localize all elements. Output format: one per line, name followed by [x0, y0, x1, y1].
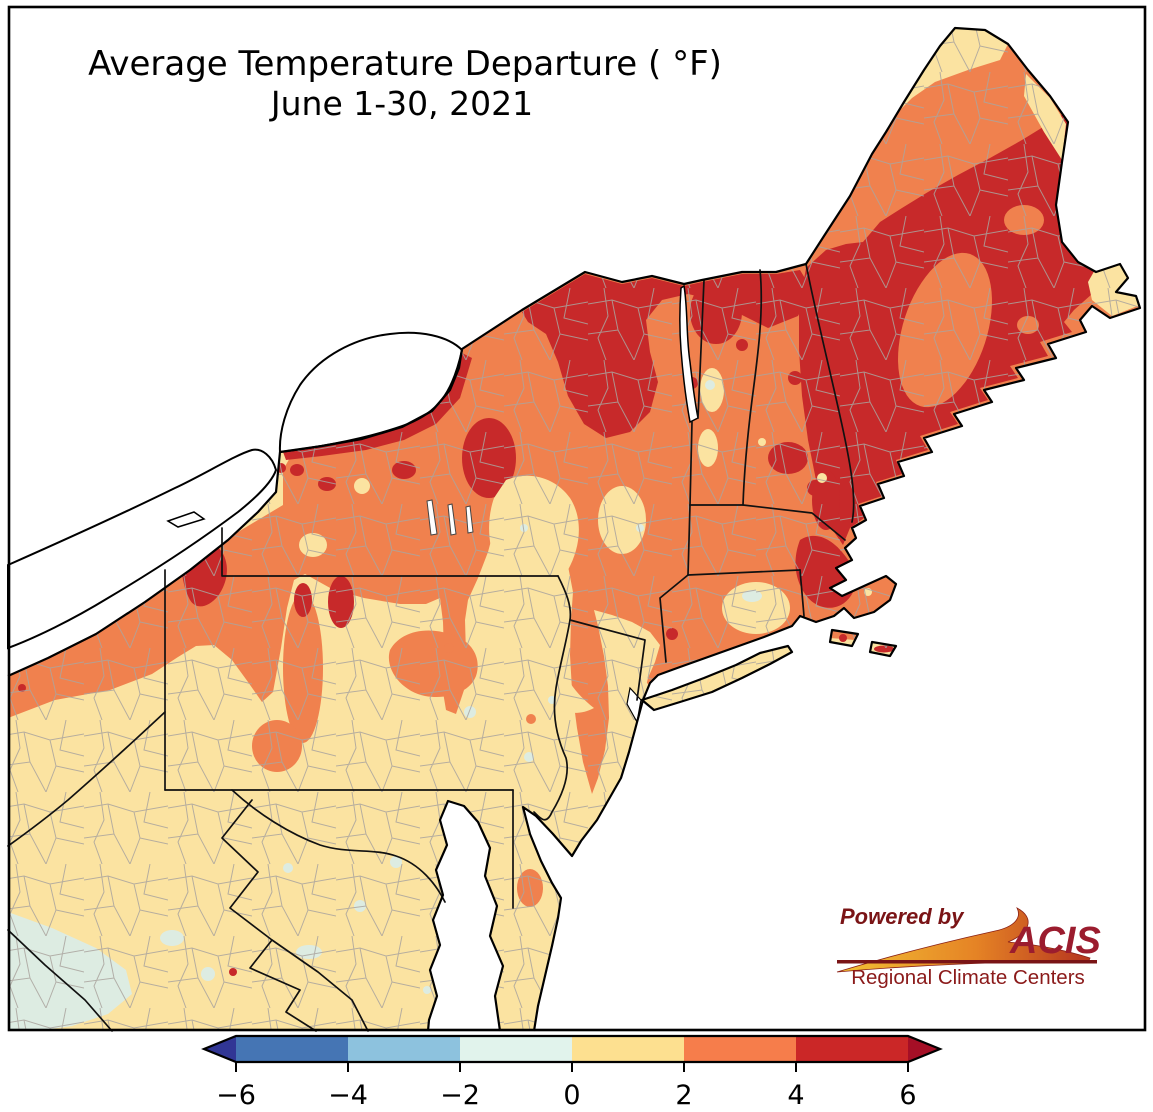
border-ky-va	[7, 929, 113, 1032]
colorbar: −6 −4 −2 0 2 4 6	[201, 1034, 943, 1111]
coast-mainland	[7, 26, 1142, 1032]
coast-marthas-vineyard	[828, 628, 860, 648]
border-ny-vt	[689, 279, 705, 506]
acis-logo: Powered by ACIS Regional Climate Centers	[836, 904, 1101, 989]
colorbar-tick-label: −2	[440, 1080, 480, 1111]
logo-powered-by: Powered by	[840, 904, 965, 929]
border-ma-south	[687, 569, 801, 576]
long-point	[166, 511, 206, 528]
colorbar-arrow-left	[204, 1036, 236, 1062]
border-ri	[799, 569, 805, 617]
finger-lake	[426, 499, 438, 536]
colorbar-segment	[796, 1036, 908, 1062]
coastline	[7, 26, 1142, 1032]
map-frame	[7, 5, 1147, 1032]
colorbar-segment	[684, 1036, 796, 1062]
colorbar-tick-labels: −6 −4 −2 0 2 4 6	[216, 1080, 917, 1111]
lake-erie	[7, 448, 278, 650]
colorbar-tick-label: −4	[328, 1080, 368, 1111]
colorbar-ticks	[235, 1062, 909, 1072]
finger-lake	[447, 503, 457, 536]
colorbar-arrow-right	[908, 1036, 940, 1062]
map-title: Average Temperature Departure ( °F)	[88, 44, 722, 84]
colorbar-tick-label: 0	[563, 1080, 580, 1111]
border-nh-me	[805, 263, 855, 523]
border-potomac	[231, 789, 446, 903]
border-delaware-river	[533, 575, 572, 821]
colorbar-segment	[236, 1036, 348, 1062]
map-subtitle: June 1-30, 2021	[269, 84, 533, 123]
border-ny-nj	[569, 619, 646, 701]
colorbar-tick-label: 4	[787, 1080, 804, 1111]
border-ny-ct	[659, 574, 689, 663]
lake-champlain	[679, 284, 699, 424]
border-ny-ma	[687, 504, 691, 576]
colorbar-segment	[348, 1036, 460, 1062]
border-ma-north	[689, 504, 846, 541]
border-vt-nh	[742, 269, 763, 506]
lakes	[7, 284, 699, 724]
border-ohio-river	[7, 711, 166, 847]
logo-acis: ACIS	[1009, 920, 1101, 962]
logo-underline	[837, 960, 1097, 964]
coast-long-island	[640, 644, 794, 712]
colorbar-tick-label: −6	[216, 1080, 256, 1111]
colorbar-segment	[460, 1036, 572, 1062]
logo-subtitle: Regional Climate Centers	[851, 966, 1085, 989]
colorbar-segment	[572, 1036, 684, 1062]
border-wv-va-spur	[271, 939, 369, 1032]
colorbar-tick-label: 2	[675, 1080, 692, 1111]
coast-nantucket	[868, 640, 898, 658]
finger-lake	[465, 505, 474, 534]
state-borders	[7, 263, 855, 1032]
colorbar-tick-label: 6	[899, 1080, 916, 1111]
coast-chesapeake	[426, 799, 505, 1032]
